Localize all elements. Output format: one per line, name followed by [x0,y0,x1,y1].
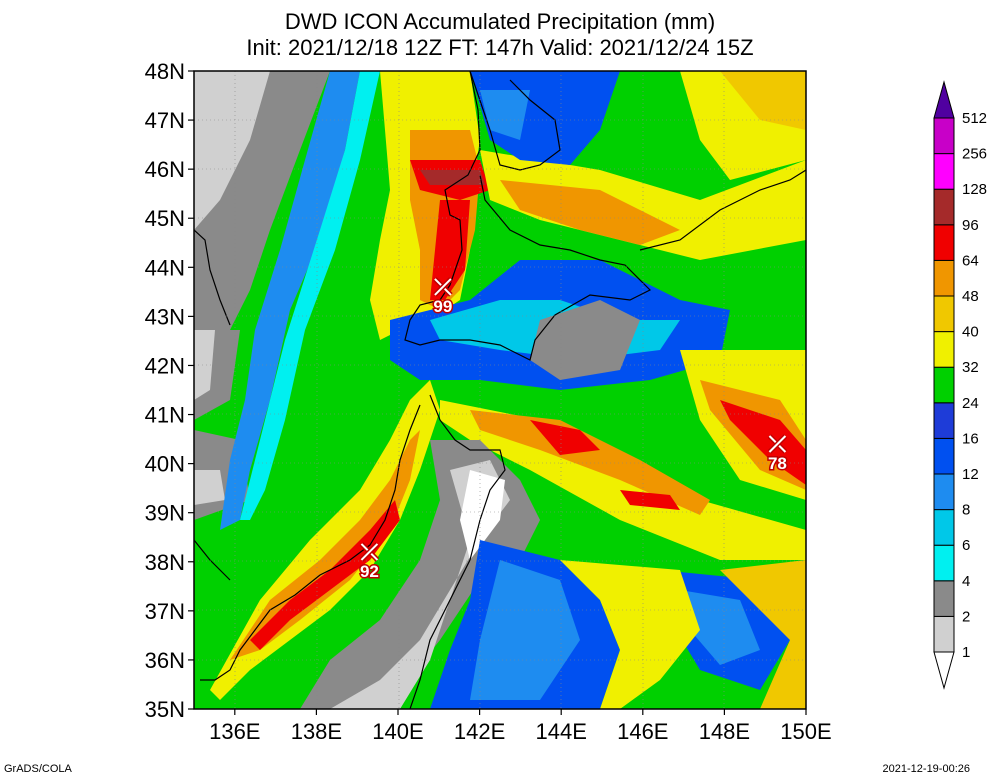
colorbar-box [933,224,955,261]
colorbar-box [933,331,955,368]
lon-label: 140E [372,719,423,744]
lon-label: 150E [780,719,831,744]
colorbar-level-label: 4 [962,573,970,590]
colorbar-box [933,544,955,582]
map-title: DWD ICON Accumulated Precipitation (mm) [284,9,716,34]
colorbar-level-label: 1 [962,644,970,661]
lon-label: 136E [209,719,260,744]
max-markers: 99 78 92 [358,277,788,582]
colorbar-level-label: 128 [962,181,987,198]
colorbar-level-label: 8 [962,502,970,519]
lon-label: 148E [699,719,750,744]
lon-axis: 136E 138E 140E 142E 144E 146E 148E 150E [209,709,832,744]
lon-label: 146E [617,719,668,744]
colorbar-box [933,437,955,475]
colorbar-level-label: 64 [962,252,979,269]
lat-label: 37N [145,599,185,624]
colorbar-level-label: 32 [962,359,979,376]
colorbar-box [933,117,955,155]
max-marker-value: 78 [768,454,787,473]
footer-software: GrADS/COLA [4,763,72,775]
lon-label: 142E [454,719,505,744]
colorbar-max-arrow [933,80,955,119]
lat-label: 39N [145,501,185,526]
lat-label: 35N [145,697,185,722]
colorbar-level-label: 48 [962,288,979,305]
colorbar-box [933,402,955,439]
lat-label: 38N [145,550,185,575]
colorbar-level-label: 12 [962,466,979,483]
colorbar-box [933,509,955,546]
colorbar-box [933,153,955,190]
map-subtitle: Init: 2021/12/18 12Z FT: 147h Valid: 202… [246,35,754,60]
lat-label: 40N [145,452,185,477]
colorbar-level-label: 6 [962,537,970,554]
coastlines [194,71,806,709]
max-marker-value: 92 [360,562,379,581]
colorbar-box [933,580,955,617]
colorbar-level-label: 512 [962,110,987,127]
colorbar-level-label: 40 [962,324,979,341]
colorbar-box [933,295,955,333]
lat-label: 47N [145,108,185,133]
lon-label: 138E [291,719,342,744]
max-marker: 99 [432,277,454,317]
colorbar-level-label: 96 [962,217,979,234]
lat-label: 44N [145,255,185,280]
map-frame [193,70,807,710]
lat-label: 48N [145,59,185,84]
lat-label: 42N [145,353,185,378]
colorbar-box [933,259,955,297]
max-marker: 92 [358,542,380,582]
lat-label: 46N [145,157,185,182]
lon-label: 144E [536,719,587,744]
precip-field [194,71,806,709]
lat-label: 45N [145,206,185,231]
colorbar-box [933,473,955,511]
colorbar-box [933,366,955,404]
colorbar-box [933,615,955,653]
colorbar-level-label: 16 [962,430,979,447]
lat-label: 36N [145,648,185,673]
footer-timestamp: 2021-12-19-00:26 [882,763,970,775]
max-marker: 78 [766,434,788,474]
colorbar-level-label: 2 [962,608,970,625]
lat-label: 41N [145,403,185,428]
lat-axis: 35N 36N 37N 38N 39N 40N 41N 42N 43N 44N 45N 46N 47N 4… [145,59,194,722]
colorbar-min-arrow [933,651,955,690]
colorbar-level-label: 256 [962,146,987,163]
colorbar-box [933,188,955,226]
max-marker-value: 99 [433,297,452,316]
lat-label: 43N [145,304,185,329]
colorbar-level-label: 24 [962,395,979,412]
